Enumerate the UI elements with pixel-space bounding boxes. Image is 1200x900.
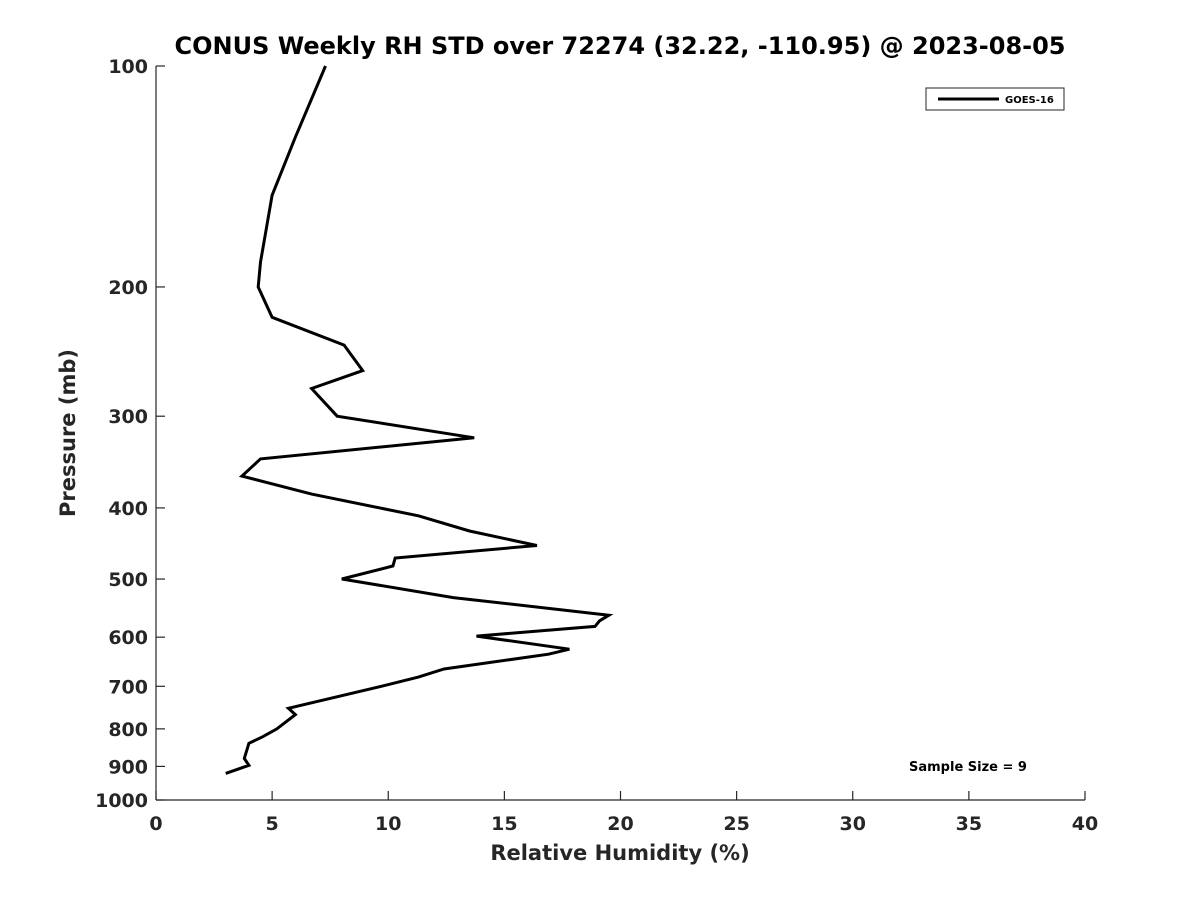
x-tick-label: 15 [491, 813, 517, 835]
y-ticks: 100 200 300 400 500 600 700 800 900 1000 [95, 56, 165, 812]
plot-area: 0 5 10 15 20 25 30 35 40 100 200 300 400 500 600 700 80… [95, 56, 1098, 835]
y-tick-label: 900 [108, 756, 148, 778]
x-tick-label: 25 [723, 813, 749, 835]
series-line-goes-16 [225, 65, 614, 775]
series-layer [225, 65, 614, 775]
x-tick-label: 30 [840, 813, 866, 835]
legend: GOES-16 [925, 87, 1065, 111]
y-tick-label: 100 [108, 56, 148, 78]
x-tick-label: 40 [1072, 813, 1098, 835]
y-tick-label: 700 [108, 676, 148, 698]
y-tick-label: 400 [108, 498, 148, 520]
y-tick-label: 200 [108, 277, 148, 299]
y-tick-label: 500 [108, 569, 148, 591]
sample-size-annotation: Sample Size = 9 [909, 760, 1027, 775]
x-tick-label: 20 [607, 813, 633, 835]
chart-title: CONUS Weekly RH STD over 72274 (32.22, -… [174, 32, 1065, 60]
y-tick-label: 600 [108, 627, 148, 649]
x-ticks: 0 5 10 15 20 25 30 35 40 [149, 791, 1098, 835]
y-axis-label: Pressure (mb) [56, 349, 80, 517]
x-tick-label: 0 [149, 813, 162, 835]
x-tick-label: 10 [375, 813, 401, 835]
legend-label: GOES-16 [1005, 95, 1054, 106]
y-tick-label: 300 [108, 406, 148, 428]
x-axis-label: Relative Humidity (%) [490, 841, 749, 865]
x-tick-label: 5 [266, 813, 279, 835]
x-tick-label: 35 [956, 813, 982, 835]
y-tick-label: 1000 [95, 790, 148, 812]
y-tick-label: 800 [108, 719, 148, 741]
